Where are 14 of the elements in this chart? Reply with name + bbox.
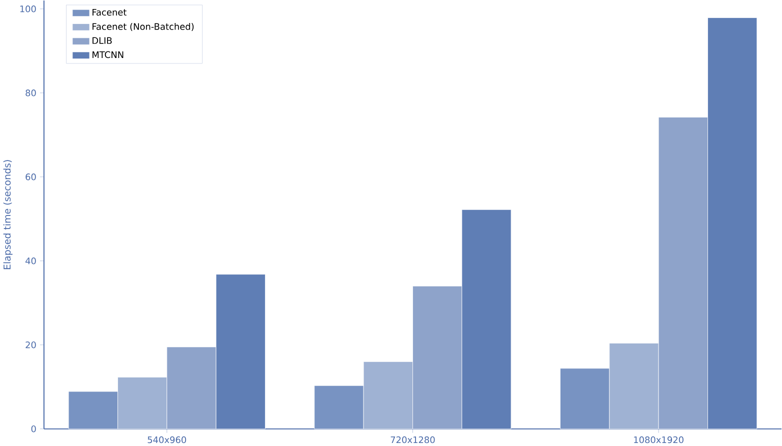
x-tick-label: 720x1280 [390,436,435,443]
y-tick-label: 20 [26,341,36,348]
x-tick-label: 1080x1920 [634,436,684,443]
legend-label: DLIB [92,37,112,44]
y-axis-title: Elapsed time (seconds) [3,160,12,269]
legend-label: MTCNN [92,51,124,58]
legend-label: Facenet (Non-Batched) [92,22,194,31]
y-tick-label: 60 [26,173,36,180]
y-tick-label: 0 [31,425,36,432]
y-tick-label: 100 [20,5,36,12]
x-tick-label: 540x960 [148,436,186,443]
y-tick-label: 40 [25,257,36,264]
legend-label: Facenet [92,8,126,16]
y-tick-label: 80 [26,89,36,96]
